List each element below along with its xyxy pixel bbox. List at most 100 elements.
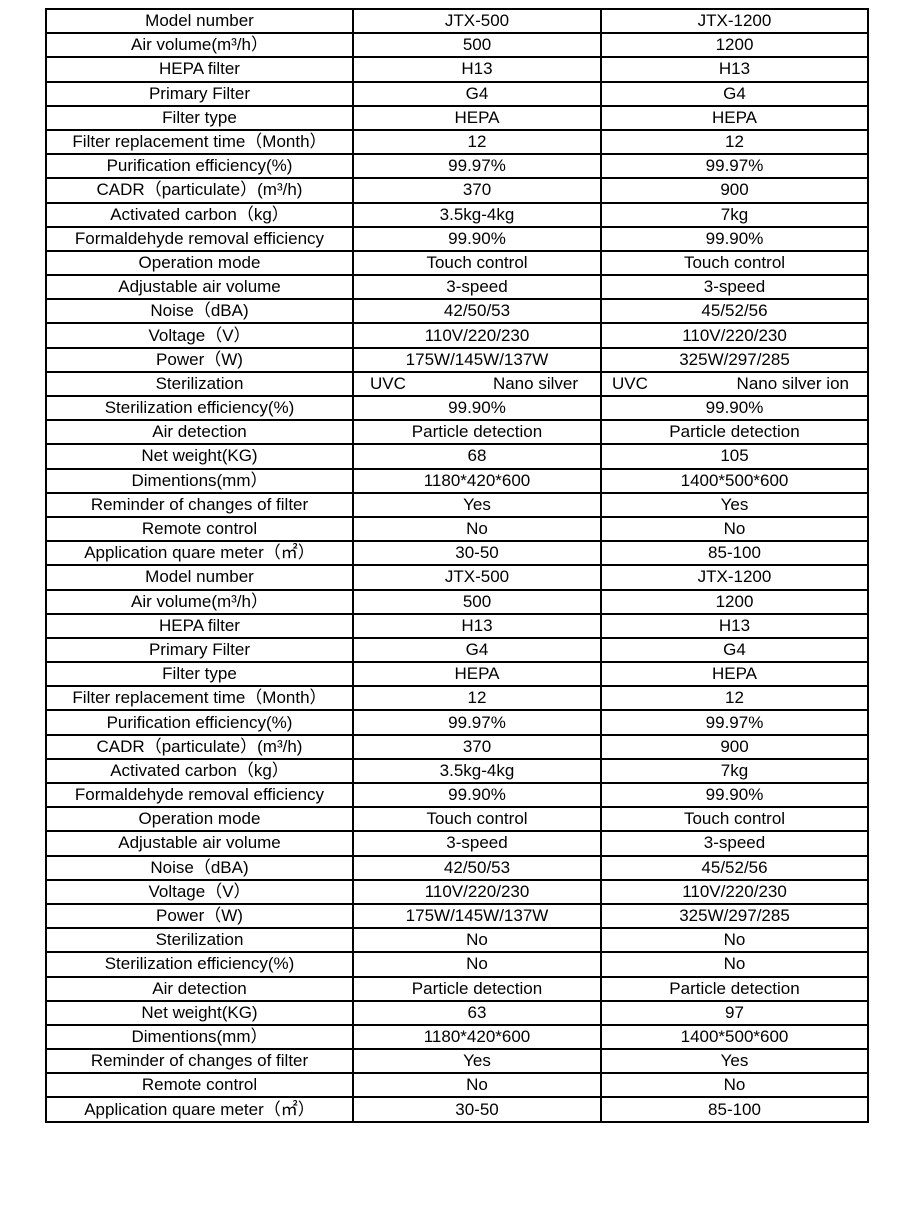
jtx-500-cell: UVC Nano silver (352, 370, 602, 398)
table-row: Activated carbon（kg） 3.5kg-4kg 7kg (45, 201, 869, 228)
jtx-1200-cell: Touch control (600, 806, 869, 833)
table-row: Sterilization efficiency(%) 99.90% 99.90% (45, 394, 869, 422)
jtx-500-cell: 12 (352, 685, 602, 712)
jtx-1200-cell: 3-speed (600, 830, 869, 857)
jtx-1200-cell: 325W/297/285 (600, 346, 869, 373)
jtx-1200-cell: 900 (600, 177, 869, 204)
spec-label-cell: Adjustable air volume (45, 830, 354, 857)
table-row: Air detection Particle detection Particle … (45, 975, 869, 1002)
jtx-1200-cell: HEPA (600, 104, 869, 131)
spec-label-cell: Sterilization (45, 370, 354, 398)
jtx-500-cell: No (352, 515, 602, 543)
jtx-1200-cell: H13 (600, 612, 869, 639)
table-row: Purification efficiency(%) 99.97% 99.97% (45, 709, 869, 736)
jtx-1200-cell: G4 (600, 636, 869, 664)
jtx-1200-cell: UVC Nano silver ion (600, 370, 869, 398)
table-row: Model number JTX-500 JTX-1200 (45, 7, 869, 35)
jtx-1200-cell: 99.97% (600, 709, 869, 736)
jtx-500-cell: JTX-500 (352, 7, 602, 35)
spec-label-cell: Primary Filter (45, 80, 354, 107)
spec-label-cell: Purification efficiency(%) (45, 153, 354, 180)
jtx-500-cell: H13 (352, 612, 602, 639)
spec-label-cell: Remote control (45, 1072, 354, 1099)
jtx-1200-cell: 99.90% (600, 781, 869, 809)
spec-label-cell: Model number (45, 564, 354, 591)
table-row: Reminder of changes of filter Yes Yes (45, 491, 869, 518)
spec-label-cell: Net weight(KG) (45, 443, 354, 470)
table-row: Filter type HEPA HEPA (45, 661, 869, 688)
jtx-1200-cell: 97 (600, 999, 869, 1026)
jtx-1200-cell: 1400*500*600 (600, 467, 869, 494)
jtx-500-cell: JTX-500 (352, 564, 602, 591)
jtx-1200-cell: Yes (600, 1048, 869, 1075)
spec-label-cell: Filter replacement time（Month） (45, 128, 354, 156)
jtx-1200-cell: Particle detection (600, 975, 869, 1002)
jtx-1200-cell: 7kg (600, 201, 869, 228)
table-row: Power（W) 175W/145W/137W 325W/297/285 (45, 346, 869, 373)
sterilization-option: UVC (612, 373, 648, 393)
table-row: Dimentions(mm） 1180*420*600 1400*500*600 (45, 1023, 869, 1051)
spec-label-cell: Air detection (45, 419, 354, 446)
jtx-500-cell: Particle detection (352, 419, 602, 446)
jtx-500-cell: HEPA (352, 104, 602, 131)
jtx-1200-cell: 1400*500*600 (600, 1023, 869, 1051)
jtx-1200-cell: 45/52/56 (600, 854, 869, 881)
jtx-1200-cell: 12 (600, 685, 869, 712)
table-row: Reminder of changes of filter Yes Yes (45, 1048, 869, 1075)
jtx-500-cell: Touch control (352, 249, 602, 277)
jtx-500-cell: 175W/145W/137W (352, 346, 602, 373)
jtx-500-cell: Yes (352, 1048, 602, 1075)
jtx-500-cell: 30-50 (352, 1096, 602, 1123)
jtx-1200-cell: HEPA (600, 661, 869, 688)
spec-label-cell: Air detection (45, 975, 354, 1002)
jtx-500-cell: Yes (352, 491, 602, 518)
spec-label-cell: Purification efficiency(%) (45, 709, 354, 736)
jtx-1200-cell: 99.90% (600, 225, 869, 252)
table-row: Remote control No No (45, 1072, 869, 1099)
table-row: Adjustable air volume 3-speed 3-speed (45, 274, 869, 301)
spec-label-cell: Model number (45, 7, 354, 35)
table-row: Primary Filter G4 G4 (45, 80, 869, 107)
jtx-500-cell: 30-50 (352, 540, 602, 567)
table-row: Application quare meter（㎡） 30-50 85-100 (45, 540, 869, 567)
jtx-1200-cell: 1200 (600, 588, 869, 615)
jtx-500-cell: 3-speed (352, 274, 602, 301)
jtx-1200-cell: H13 (600, 56, 869, 83)
jtx-1200-cell: 99.90% (600, 394, 869, 422)
table-row: Dimentions(mm） 1180*420*600 1400*500*600 (45, 467, 869, 494)
spec-label-cell: Voltage（V） (45, 322, 354, 349)
spec-label-cell: Adjustable air volume (45, 274, 354, 301)
spec-label-cell: HEPA filter (45, 56, 354, 83)
spec-label-cell: Air volume(m³/h） (45, 32, 354, 59)
table-row: Net weight(KG) 63 97 (45, 999, 869, 1026)
spec-label-cell: Sterilization efficiency(%) (45, 394, 354, 422)
spec-label-cell: Application quare meter（㎡） (45, 540, 354, 567)
jtx-500-cell: 68 (352, 443, 602, 470)
jtx-500-cell: 42/50/53 (352, 854, 602, 881)
jtx-500-cell: 12 (352, 128, 602, 156)
jtx-500-cell: 3.5kg-4kg (352, 757, 602, 785)
jtx-500-cell: 110V/220/230 (352, 878, 602, 905)
table-row: Remote control No No (45, 515, 869, 543)
jtx-500-cell: Particle detection (352, 975, 602, 1002)
jtx-1200-cell: 7kg (600, 757, 869, 785)
table-row: Filter type HEPA HEPA (45, 104, 869, 131)
spec-label-cell: Operation mode (45, 806, 354, 833)
jtx-1200-cell: No (600, 1072, 869, 1099)
spec-label-cell: Air volume(m³/h） (45, 588, 354, 615)
jtx-500-cell: 370 (352, 733, 602, 760)
jtx-1200-cell: 900 (600, 733, 869, 760)
jtx-500-cell: 3-speed (352, 830, 602, 857)
sterilization-option: Nano silver (492, 373, 578, 393)
jtx-1200-cell: 325W/297/285 (600, 902, 869, 930)
jtx-500-cell: 99.97% (352, 709, 602, 736)
spec-label-cell: Formaldehyde removal efficiency (45, 225, 354, 252)
jtx-1200-cell: No (600, 927, 869, 954)
jtx-1200-cell: 110V/220/230 (600, 322, 869, 349)
table-row: Air detection Particle detection Particle … (45, 419, 869, 446)
jtx-500-cell: 500 (352, 588, 602, 615)
jtx-500-cell: No (352, 927, 602, 954)
table-row: Voltage（V） 110V/220/230 110V/220/230 (45, 322, 869, 349)
table-row: Power（W) 175W/145W/137W 325W/297/285 (45, 902, 869, 930)
jtx-500-cell: 99.90% (352, 394, 602, 422)
